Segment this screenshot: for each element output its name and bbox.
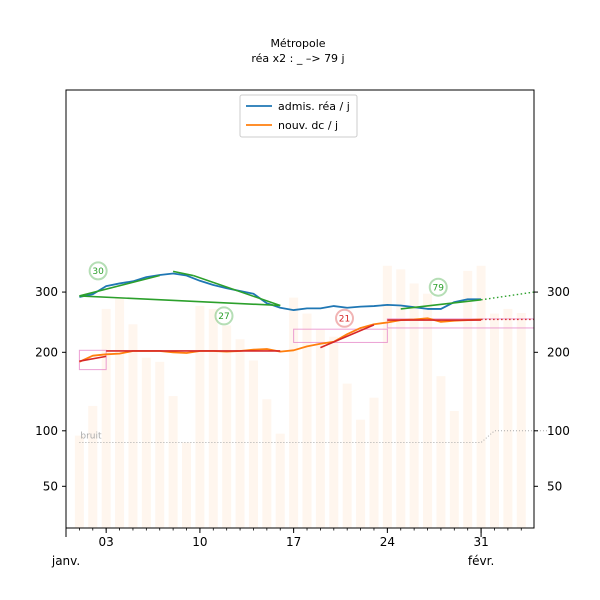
- bar: [302, 313, 312, 528]
- background-bars: [74, 265, 526, 528]
- series-lines: [79, 272, 482, 363]
- bar: [329, 336, 339, 528]
- bar: [101, 308, 111, 528]
- bar: [503, 308, 513, 528]
- chart-subtitle: réa x2 : _ –> 79 j: [251, 52, 344, 65]
- annotations: 30 27 21 79: [88, 261, 448, 328]
- bar: [449, 410, 459, 528]
- legend-label-admis: admis. réa / j: [278, 100, 350, 113]
- x-tick-label: 24: [380, 535, 395, 549]
- plateau-box: [78, 349, 107, 371]
- bar: [369, 397, 379, 528]
- plot-frame: [65, 89, 535, 529]
- bar: [222, 325, 232, 528]
- trend-line-admis: [79, 274, 160, 297]
- bar: [356, 419, 366, 528]
- y-tick-label-right: 300: [547, 285, 570, 299]
- annotation-marker: [88, 261, 108, 281]
- trend-line-admis: [400, 299, 482, 310]
- trend-lines: [79, 270, 535, 362]
- noise-label: bruit: [80, 432, 102, 442]
- y-tick-label-left: 200: [35, 345, 58, 359]
- annotation-marker: [335, 308, 355, 328]
- y-tick-label-left: 100: [35, 424, 58, 438]
- bar: [74, 435, 84, 528]
- y-tick-label-left: 300: [35, 285, 58, 299]
- bar: [248, 360, 258, 528]
- annotation-label: 27: [218, 312, 229, 322]
- bar: [489, 313, 499, 528]
- x-tick-label: 03: [99, 535, 114, 549]
- bar: [262, 399, 272, 528]
- plateau-box: [293, 328, 388, 343]
- series-line-deces: [79, 317, 482, 363]
- bar: [128, 324, 138, 528]
- y-tick-label-right: 100: [547, 424, 570, 438]
- bar: [182, 442, 192, 528]
- bar: [436, 376, 446, 528]
- bar: [516, 312, 526, 528]
- x-tick-label: 10: [192, 535, 207, 549]
- legend-label-deces: nouv. dc / j: [278, 119, 338, 132]
- bar: [195, 306, 205, 528]
- bar: [342, 383, 352, 528]
- y-tick-label-right: 50: [547, 479, 562, 493]
- bar: [168, 396, 178, 528]
- trend-line-deces: [320, 324, 375, 349]
- bar: [409, 283, 419, 528]
- x-axis: 03 10 17 24 31 janv. févr.: [51, 528, 522, 568]
- bar: [115, 297, 125, 528]
- x-month-label: janv.: [51, 554, 80, 568]
- y-axis-right: 50 100 200 300: [534, 285, 570, 493]
- x-tick-label: 31: [473, 535, 488, 549]
- bar: [315, 329, 325, 528]
- trend-line-admis: [79, 295, 281, 307]
- annotation-marker: [428, 277, 448, 297]
- chart-title: Métropole: [270, 37, 325, 50]
- x-tick-label: 17: [286, 535, 301, 549]
- bar: [382, 265, 392, 528]
- annotation-label: 30: [92, 267, 104, 277]
- bar: [155, 361, 165, 528]
- bar: [476, 265, 486, 528]
- series-line-admis: [79, 272, 482, 311]
- bar: [423, 293, 433, 528]
- bar: [275, 433, 285, 528]
- trend-forecast-admis: [480, 291, 535, 301]
- y-tick-label-right: 200: [547, 345, 570, 359]
- bar: [235, 339, 245, 528]
- trend-line-deces: [79, 355, 107, 362]
- annotation-marker: [214, 306, 234, 326]
- bar: [88, 405, 98, 528]
- annotation-label: 79: [433, 283, 445, 293]
- x-month-label: févr.: [468, 554, 494, 568]
- bar: [463, 270, 473, 528]
- trend-line-admis: [172, 270, 194, 277]
- bar: [396, 269, 406, 528]
- trend-line-admis: [192, 274, 281, 307]
- y-axis-left: 50 100 200 300: [35, 285, 66, 493]
- legend: admis. réa / j nouv. dc / j: [239, 94, 358, 138]
- y-tick-label-left: 50: [43, 479, 58, 493]
- bar: [289, 297, 299, 528]
- bar: [208, 308, 218, 528]
- annotation-label: 21: [339, 315, 350, 325]
- noise-baseline: bruit: [79, 430, 549, 444]
